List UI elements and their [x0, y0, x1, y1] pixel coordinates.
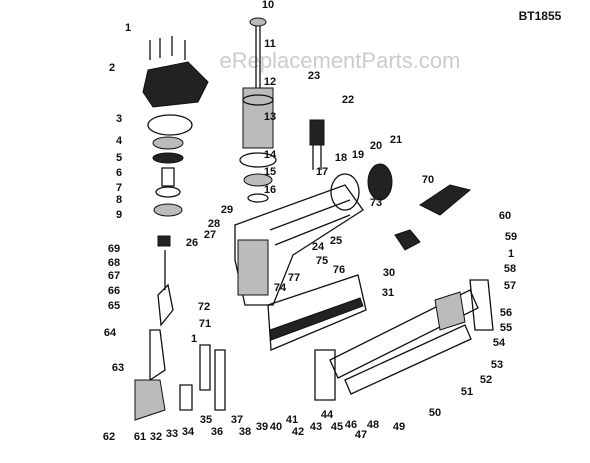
- part-callout: 27: [204, 229, 216, 241]
- part-callout: 29: [221, 204, 233, 216]
- part-callout: 69: [108, 243, 120, 255]
- part-callout: 17: [316, 166, 328, 178]
- part-callout: 36: [211, 426, 223, 438]
- part-callout: 33: [166, 428, 178, 440]
- part-callout: 35: [200, 414, 212, 426]
- part-callout: 34: [182, 426, 195, 438]
- part-callout: 12: [264, 76, 276, 88]
- part-callout: 1: [508, 248, 514, 260]
- part-callout: 28: [208, 218, 220, 230]
- part-callout: 74: [274, 282, 287, 294]
- part-callout: 24: [312, 241, 325, 253]
- part-callout: 21: [390, 134, 402, 146]
- part-callout: 62: [103, 431, 115, 443]
- part-callout: 58: [504, 263, 516, 275]
- part-callout: 26: [186, 237, 198, 249]
- part-callout: 47: [355, 429, 367, 441]
- part-callout: 13: [264, 111, 276, 123]
- part-callout: 64: [104, 327, 117, 339]
- part-callout: 52: [480, 374, 492, 386]
- part-callout: 19: [352, 149, 364, 161]
- model-number: BT1855: [519, 9, 562, 23]
- part-callout: 50: [429, 407, 441, 419]
- part-callout: 68: [108, 257, 120, 269]
- part-callout: 18: [335, 152, 347, 164]
- part-callout: 20: [370, 140, 382, 152]
- part-callout: 9: [116, 209, 122, 221]
- part-callout: 73: [370, 197, 382, 209]
- part-callout: 57: [504, 280, 516, 292]
- part-callout: 61: [134, 431, 146, 443]
- part-callout: 38: [239, 426, 251, 438]
- part-callout: 8: [116, 194, 122, 206]
- part-callout: 14: [264, 149, 277, 161]
- part-callout: 67: [108, 270, 120, 282]
- part-callout: 30: [383, 267, 395, 279]
- part-callout: 59: [505, 231, 517, 243]
- part-callout: 25: [330, 235, 342, 247]
- part-callout: 54: [493, 337, 506, 349]
- part-callout: 32: [150, 431, 162, 443]
- part-callout: 63: [112, 362, 124, 374]
- part-callout: 22: [342, 94, 354, 106]
- part-callout: 2: [109, 62, 115, 74]
- part-callout: 43: [310, 421, 322, 433]
- part-callout: 46: [345, 419, 357, 431]
- part-callout: 55: [500, 322, 512, 334]
- drawing: [134, 17, 494, 421]
- part-callout: 44: [321, 409, 334, 421]
- part-callout: 23: [308, 70, 320, 82]
- part-callout: 70: [422, 174, 434, 186]
- part-callout: 37: [231, 414, 243, 426]
- part-callout: 31: [382, 287, 394, 299]
- part-callout: 41: [286, 414, 298, 426]
- part-callout: 39: [256, 421, 268, 433]
- part-callout: 48: [367, 419, 379, 431]
- part-callout: 6: [116, 167, 122, 179]
- part-callout: 51: [461, 386, 473, 398]
- part-callout: 65: [108, 300, 120, 312]
- part-callout: 66: [108, 285, 120, 297]
- part-callout: 16: [264, 184, 276, 196]
- part-callout: 1: [191, 333, 197, 345]
- part-callout: 53: [491, 359, 503, 371]
- part-callout: 77: [288, 272, 300, 284]
- part-callout: 11: [264, 38, 276, 50]
- part-callout: 42: [292, 426, 304, 438]
- part-callout: 72: [198, 301, 210, 313]
- part-callout: 40: [270, 421, 282, 433]
- part-callout: 49: [393, 421, 405, 433]
- part-callout: 3: [116, 113, 122, 125]
- part-callout: 76: [333, 264, 345, 276]
- part-callout: 5: [116, 152, 122, 164]
- part-callout: 1: [125, 22, 131, 34]
- part-callout: 15: [264, 166, 276, 178]
- part-callout: 45: [331, 421, 343, 433]
- part-callout: 4: [116, 135, 123, 147]
- part-callout: 10: [262, 0, 274, 11]
- part-callout: 7: [116, 182, 122, 194]
- part-callout: 56: [500, 307, 512, 319]
- part-callout: 71: [199, 318, 211, 330]
- part-callout: 75: [316, 255, 328, 267]
- part-callout: 60: [499, 210, 511, 222]
